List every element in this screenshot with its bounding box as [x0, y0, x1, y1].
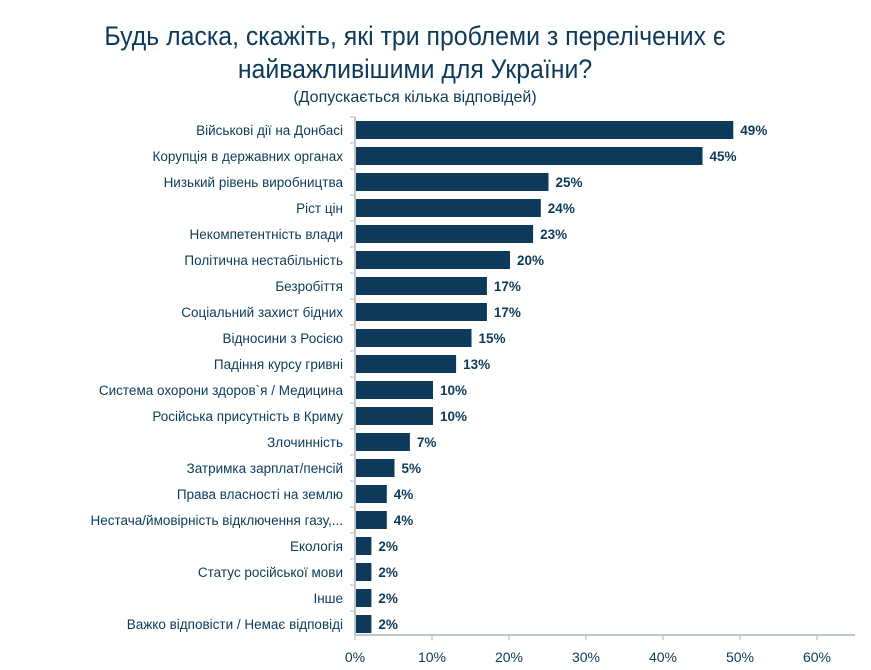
category-label: Безробіття — [275, 279, 343, 294]
category-label: Важко відповісти / Немає відповіді — [127, 617, 343, 632]
bar — [356, 225, 534, 243]
category-label: Затримка зарплат/пенсій — [187, 461, 343, 476]
bar — [356, 459, 395, 477]
category-label: Російська присутність в Криму — [152, 409, 343, 424]
x-tick-label: 50% — [726, 649, 754, 665]
bar — [356, 485, 387, 503]
data-label: 2% — [378, 565, 398, 580]
data-label: 23% — [540, 227, 567, 242]
data-label: 2% — [378, 617, 398, 632]
bar — [356, 407, 433, 425]
data-label: 4% — [394, 487, 414, 502]
category-label: Інше — [313, 591, 343, 606]
data-label: 2% — [378, 539, 398, 554]
bar — [356, 537, 372, 555]
x-tick-label: 20% — [495, 649, 523, 665]
category-label: Корупція в державних органах — [153, 149, 344, 164]
bar — [356, 251, 510, 269]
category-label: Злочинність — [267, 435, 343, 450]
data-label: 2% — [378, 591, 398, 606]
category-label: Нестача/ймовірність відключення газу,... — [91, 513, 343, 528]
category-label: Політична нестабільність — [184, 253, 343, 268]
category-label: Соціальний захист бідних — [181, 305, 343, 320]
x-tick-label: 40% — [649, 649, 677, 665]
chart-subtitle: (Допускається кілька відповідей) — [293, 89, 537, 106]
category-label: Права власності на землю — [177, 487, 343, 502]
x-tick-label: 0% — [345, 649, 365, 665]
bar — [356, 589, 372, 607]
data-label: 24% — [548, 201, 575, 216]
bar — [356, 615, 372, 633]
bar — [356, 329, 472, 347]
data-label: 7% — [417, 435, 437, 450]
data-label: 10% — [440, 383, 467, 398]
bar — [356, 199, 541, 217]
bar — [356, 147, 703, 165]
data-label: 5% — [402, 461, 422, 476]
category-label: Військові дії на Донбасі — [196, 123, 343, 138]
data-label: 17% — [494, 279, 521, 294]
data-label: 17% — [494, 305, 521, 320]
bar — [356, 121, 734, 139]
category-label: Ріст цін — [296, 201, 343, 216]
bar — [356, 355, 457, 373]
chart-title: Будь ласка, скажіть, які три проблеми з … — [104, 21, 726, 84]
category-label: Статус російської мови — [198, 565, 343, 580]
x-tick-label: 10% — [418, 649, 446, 665]
bar — [356, 433, 410, 451]
x-tick-label: 30% — [572, 649, 600, 665]
category-label: Падіння курсу гривні — [214, 357, 343, 372]
bar — [356, 277, 487, 295]
category-label: Система охорони здоров`я / Медицина — [99, 383, 344, 398]
data-label: 25% — [556, 175, 583, 190]
bar — [356, 511, 387, 529]
category-label: Відносини з Росією — [222, 331, 343, 346]
category-label: Низький рівень виробництва — [164, 175, 344, 190]
data-label: 20% — [517, 253, 544, 268]
data-label: 13% — [463, 357, 490, 372]
category-label: Екологія — [290, 539, 343, 554]
bar — [356, 303, 487, 321]
data-label: 15% — [479, 331, 506, 346]
data-label: 45% — [710, 149, 737, 164]
data-label: 10% — [440, 409, 467, 424]
bar — [356, 381, 433, 399]
data-label: 49% — [740, 123, 767, 138]
category-label: Некомпетентність влади — [190, 227, 344, 242]
bar — [356, 563, 372, 581]
data-label: 4% — [394, 513, 414, 528]
bar — [356, 173, 549, 191]
x-tick-label: 60% — [803, 649, 831, 665]
